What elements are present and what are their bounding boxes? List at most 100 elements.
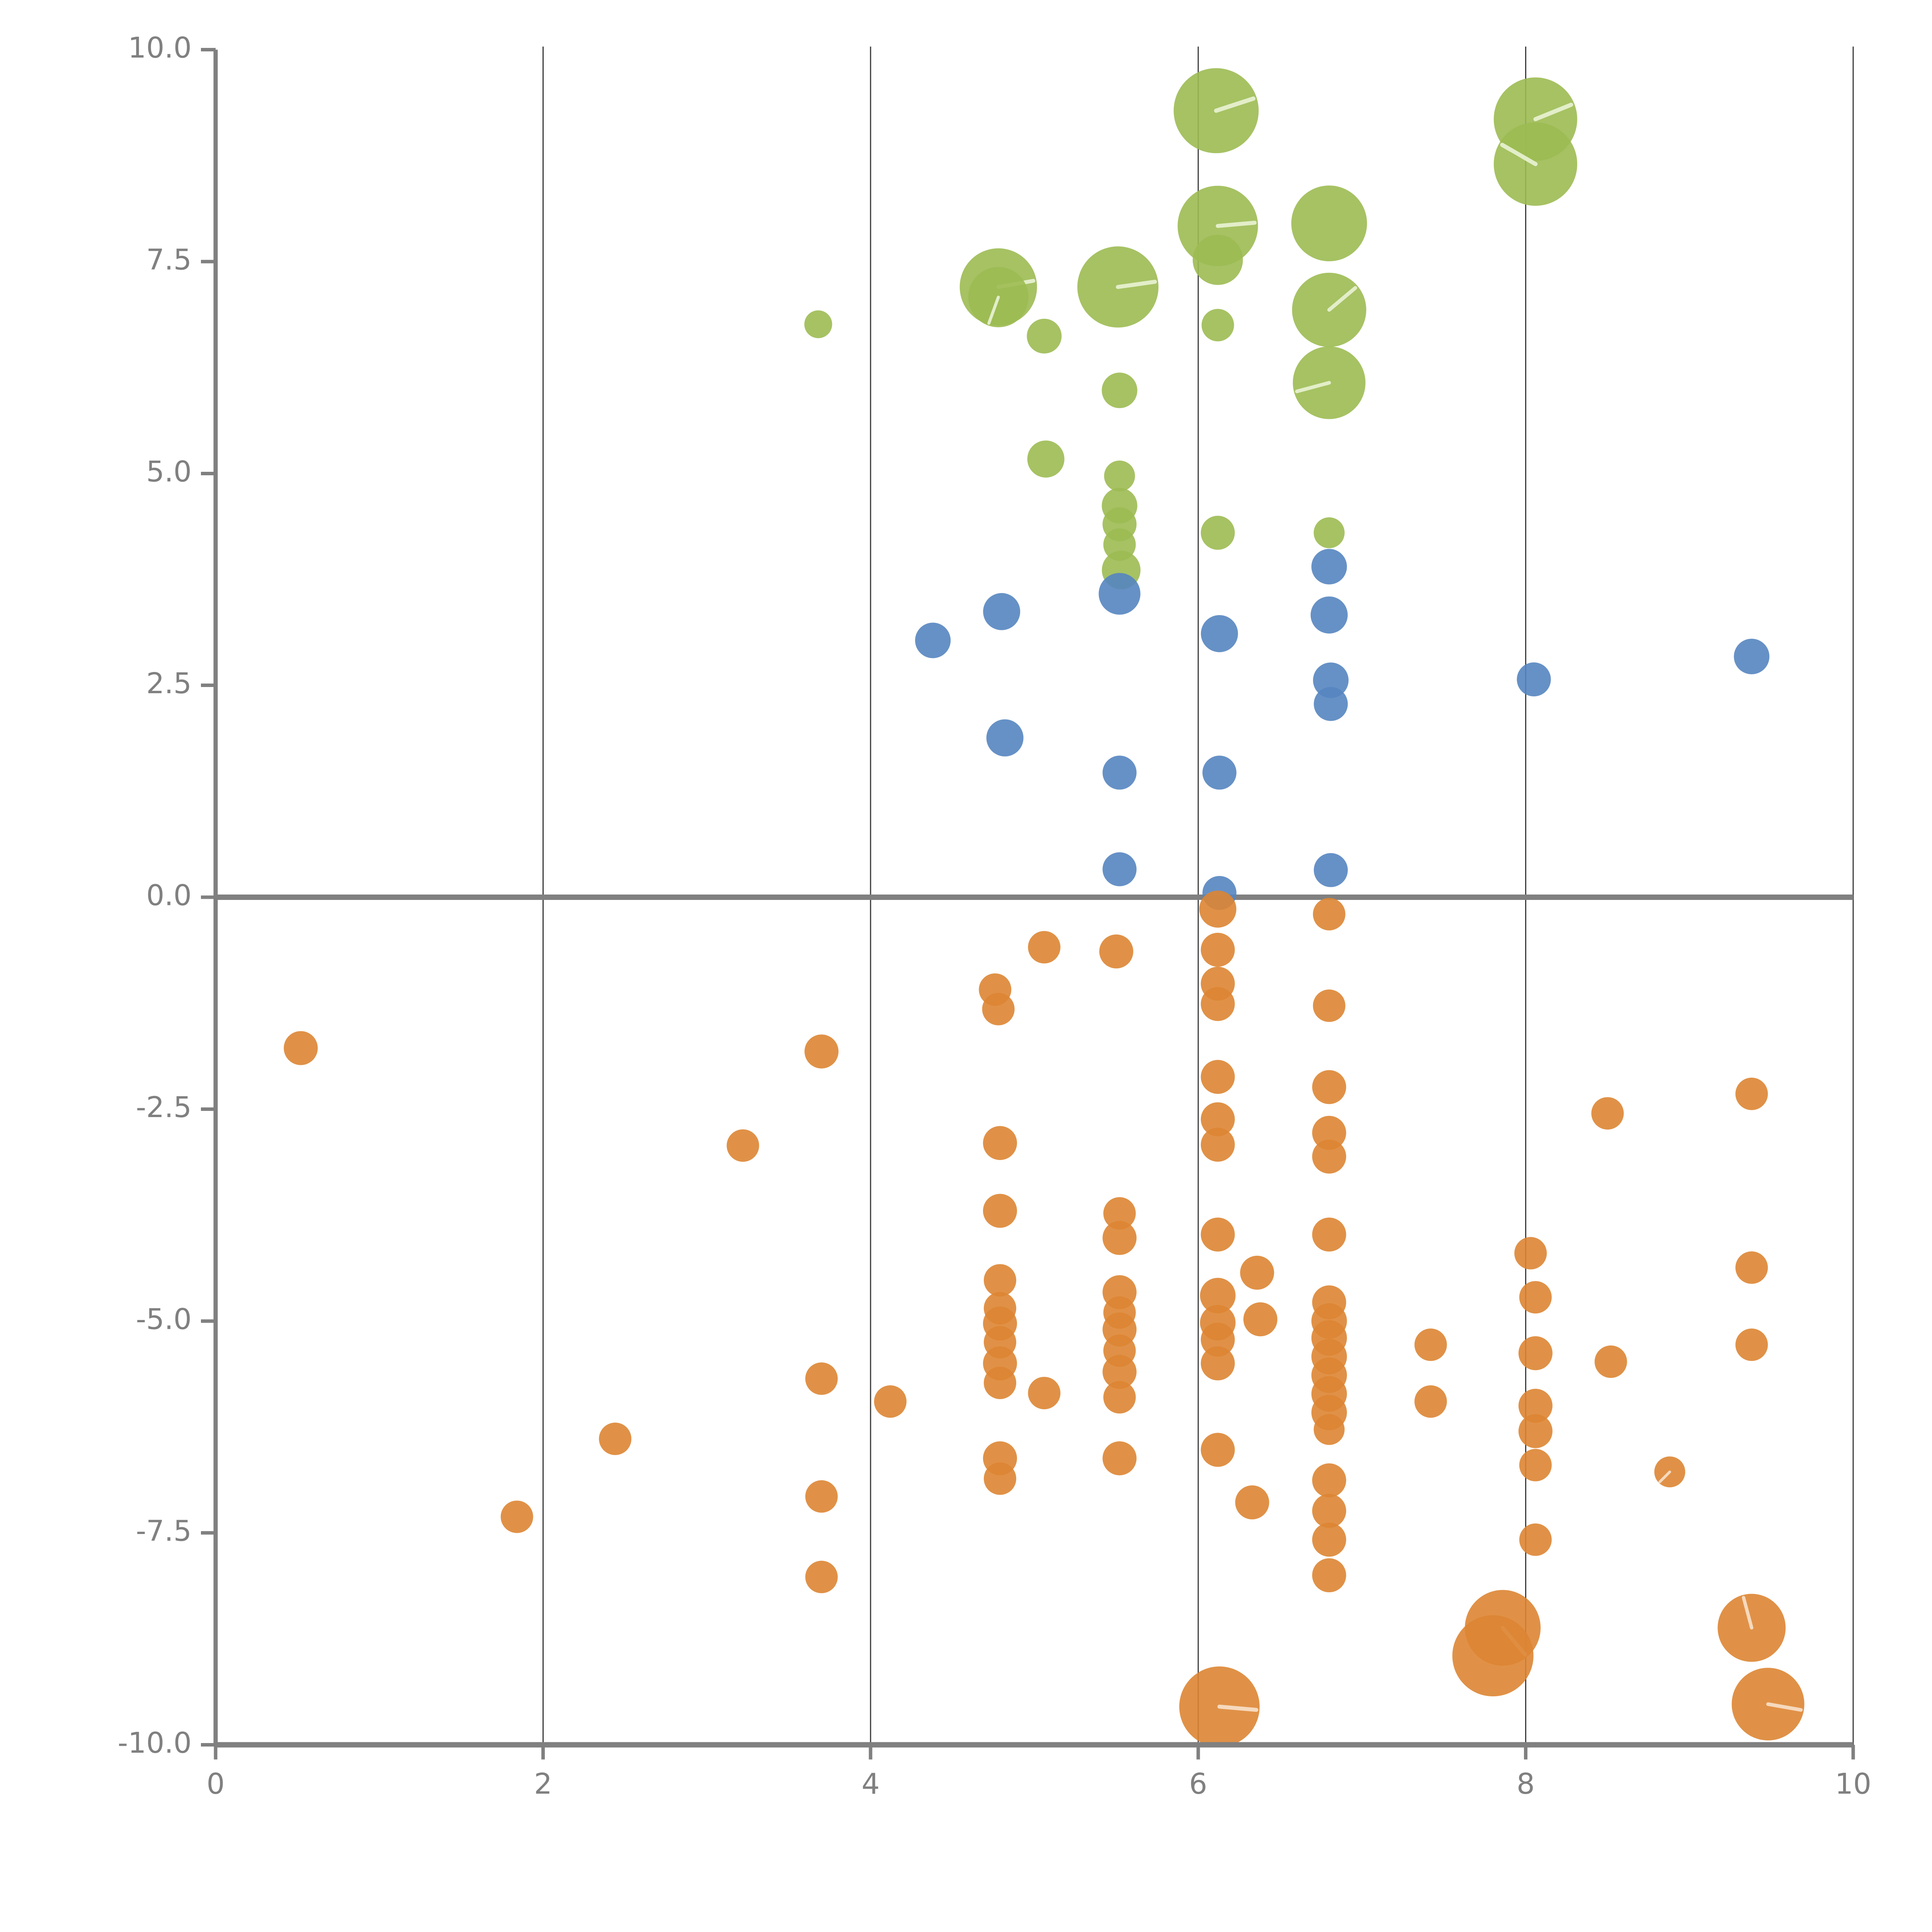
marker-hand-green: [1500, 143, 1538, 167]
marker-hand-green: [1116, 279, 1157, 289]
marker-orange: [805, 1561, 838, 1594]
marker-orange: [1201, 1102, 1235, 1136]
marker-hand-orange: [1742, 1596, 1753, 1630]
x-tick-label: 4: [862, 1767, 880, 1801]
marker-orange: [1313, 1414, 1345, 1445]
marker-green: [1291, 185, 1367, 262]
marker-blue: [1311, 549, 1347, 585]
marker-blue: [1102, 852, 1137, 886]
marker-hand-orange: [1217, 1704, 1259, 1712]
marker-blue: [1102, 755, 1137, 790]
marker-orange: [1594, 1345, 1627, 1378]
marker-orange: [1312, 1494, 1346, 1528]
marker-hand-green: [987, 296, 1000, 325]
marker-blue: [1310, 596, 1348, 634]
marker-orange: [1414, 1328, 1447, 1361]
y-tick-label: 7.5: [146, 243, 192, 276]
marker-orange: [1240, 1255, 1274, 1290]
marker-orange: [1519, 1523, 1552, 1556]
marker-orange: [1518, 1389, 1553, 1423]
marker-orange: [1201, 1433, 1235, 1467]
marker-orange: [1735, 1077, 1768, 1110]
marker-orange: [1312, 1116, 1346, 1150]
marker-orange: [805, 1480, 838, 1513]
marker-orange: [983, 1194, 1017, 1228]
marker-blue: [1314, 853, 1348, 887]
marker-blue: [1202, 755, 1236, 790]
marker-orange: [1312, 1070, 1346, 1104]
marker-orange: [1201, 1128, 1235, 1162]
marker-blue: [1517, 662, 1551, 697]
marker-blue: [983, 593, 1020, 630]
marker-orange: [1735, 1251, 1768, 1284]
marker-orange: [1103, 1197, 1136, 1230]
marker-orange: [500, 1500, 533, 1533]
marker-orange: [1028, 931, 1061, 964]
marker-green: [1201, 309, 1234, 342]
marker-orange: [1312, 1558, 1346, 1592]
y-tick-label: 0.0: [146, 879, 192, 912]
marker-hand-orange: [1658, 1470, 1671, 1483]
marker-hand-orange: [1766, 1702, 1803, 1712]
marker-green: [1192, 235, 1243, 285]
y-tick-label: 10.0: [128, 31, 192, 65]
marker-hand-green: [1327, 286, 1357, 312]
marker-orange: [1519, 1281, 1552, 1314]
marker-orange: [1201, 1323, 1235, 1357]
marker-orange: [983, 1126, 1017, 1160]
marker-orange: [1102, 1441, 1137, 1476]
marker-orange: [1102, 1355, 1137, 1389]
marker-green: [1027, 318, 1062, 354]
marker-orange: [1312, 1522, 1346, 1557]
marker-orange: [1201, 1346, 1235, 1381]
x-tick-label: 2: [534, 1767, 552, 1801]
y-tick-label: -10.0: [118, 1726, 192, 1760]
marker-orange: [1735, 1328, 1768, 1361]
marker-blue: [986, 719, 1024, 757]
marker-orange: [984, 1366, 1017, 1399]
marker-orange: [1414, 1385, 1447, 1418]
marker-orange: [804, 1034, 839, 1069]
marker-hand-green: [1214, 96, 1256, 113]
marker-orange: [1452, 1615, 1534, 1697]
marker-orange: [1313, 989, 1345, 1022]
x-tick-label: 6: [1189, 1767, 1207, 1801]
marker-blue: [1099, 573, 1141, 615]
marker-orange: [1028, 1377, 1061, 1410]
x-tick-label: 10: [1835, 1767, 1871, 1801]
axis-ticks-group: [201, 48, 1855, 1760]
marker-orange: [1102, 1221, 1137, 1255]
marker-green: [1201, 515, 1235, 550]
marker-orange: [1519, 1449, 1552, 1481]
marker-orange: [726, 1129, 759, 1162]
marker-orange: [1201, 1060, 1235, 1094]
marker-blue: [1734, 639, 1770, 675]
marker-orange: [1313, 898, 1345, 930]
marker-orange: [1312, 1139, 1346, 1174]
marker-blue: [1201, 615, 1238, 652]
marker-orange: [805, 1362, 838, 1395]
marker-orange: [1243, 1302, 1277, 1337]
marker-orange: [1201, 1218, 1235, 1252]
marker-orange: [1099, 934, 1133, 969]
marker-blue: [1313, 662, 1349, 698]
marker-orange: [982, 993, 1015, 1026]
marker-orange: [1103, 1381, 1136, 1414]
marker-orange: [1200, 1277, 1236, 1313]
marker-orange: [1591, 1097, 1624, 1130]
x-tick-label: 0: [206, 1767, 224, 1801]
marker-orange: [1312, 1463, 1346, 1498]
marker-blue: [1314, 687, 1348, 721]
marker-green: [1313, 517, 1345, 548]
marker-orange: [284, 1031, 318, 1065]
marker-orange: [984, 1264, 1017, 1297]
marker-blue: [915, 622, 951, 658]
marker-green: [804, 310, 832, 338]
y-tick-label: -7.5: [136, 1515, 192, 1548]
marker-green: [1027, 440, 1065, 478]
axis-tick-labels-group: 10.0 7.5 5.0 2.5 0.0 -2.5 -5.0 -7.5 -10.0 0 2 4 6 8 10: [118, 31, 1872, 1801]
marker-hand-green: [1216, 221, 1257, 228]
y-tick-label: 5.0: [146, 455, 192, 488]
